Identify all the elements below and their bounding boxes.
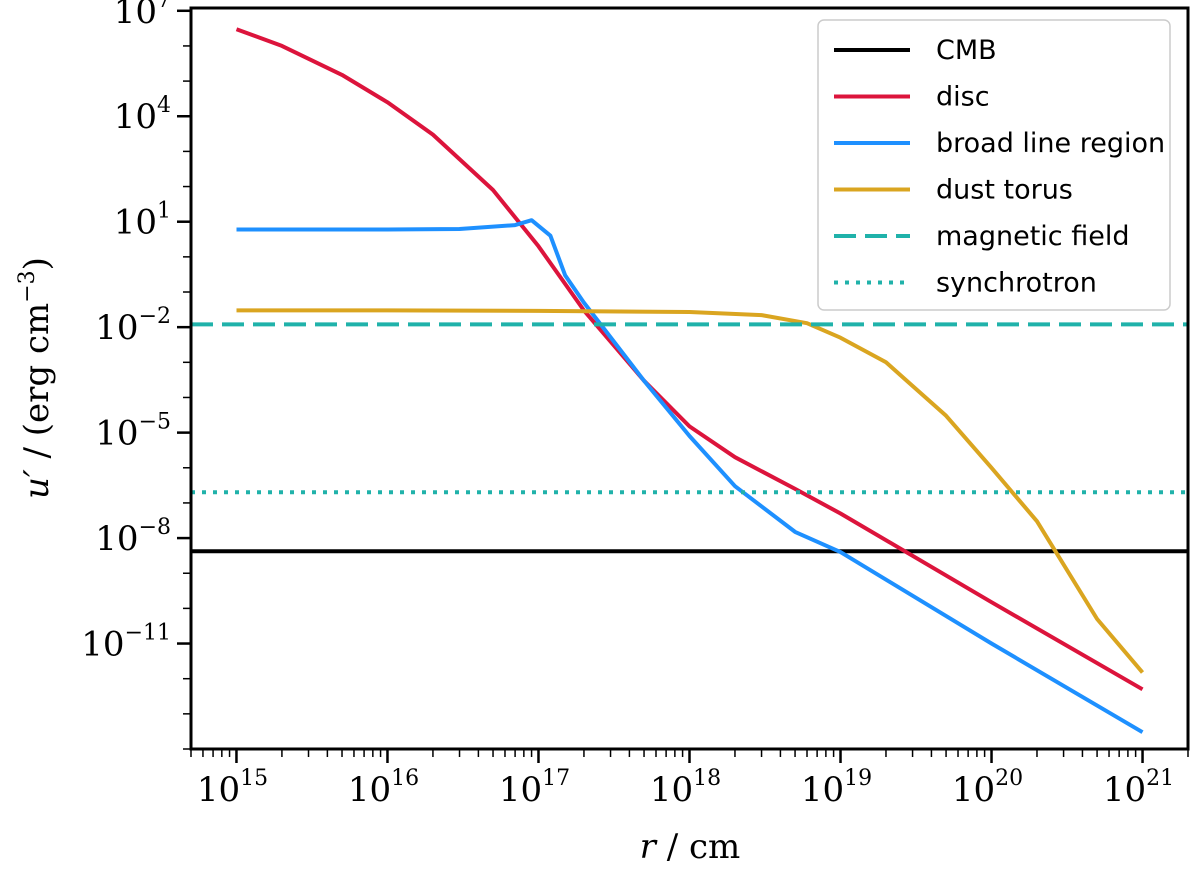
x-tick-label: 1019	[801, 766, 872, 810]
y-tick-label: 101	[114, 199, 171, 243]
legend-entry: synchrotron	[834, 268, 1097, 299]
y-tick-label: 107	[114, 0, 171, 32]
y-axis-label: u′ / (erg cm−3)	[15, 257, 57, 499]
legend-label: dust torus	[936, 175, 1073, 206]
legend-label: magnetic field	[936, 221, 1129, 252]
y-tick-label: 10−2	[95, 304, 171, 348]
series-line-dust-torus	[236, 308, 1145, 674]
x-tick-label: 1015	[197, 766, 268, 810]
y-tick-label: 10−8	[95, 515, 171, 559]
x-tick-label: 1017	[499, 766, 570, 810]
legend-label: synchrotron	[936, 268, 1097, 299]
x-tick-label: 1020	[952, 766, 1023, 810]
legend-entry: disc	[834, 82, 990, 113]
legend-entry: broad line region	[834, 128, 1165, 159]
legend-label: broad line region	[936, 128, 1165, 159]
legend-entry: dust torus	[834, 175, 1073, 206]
x-tick-label: 1018	[650, 766, 721, 810]
y-tick-label: 10−5	[95, 410, 171, 454]
series-line-broad-line-region	[236, 218, 1144, 734]
tick-label-layer: 1015 1016 1017 1018 1019 1020 1021 107 104 101 10−…	[81, 0, 1174, 810]
y-tick-label: 104	[114, 93, 171, 137]
legend: CMB disc broad line region dust torus magnet…	[817, 19, 1171, 311]
series-layer	[191, 27, 1188, 734]
x-tick-label: 1021	[1103, 766, 1174, 810]
x-tick-label: 1016	[348, 766, 419, 810]
x-axis-label: r / cm	[640, 827, 741, 867]
legend-entry: CMB	[834, 35, 997, 66]
plot-frame	[189, 6, 1190, 751]
legend-label: CMB	[936, 35, 997, 66]
legend-label: disc	[936, 82, 990, 113]
y-tick-label: 10−11	[81, 621, 171, 665]
legend-entry: magnetic field	[834, 221, 1129, 252]
